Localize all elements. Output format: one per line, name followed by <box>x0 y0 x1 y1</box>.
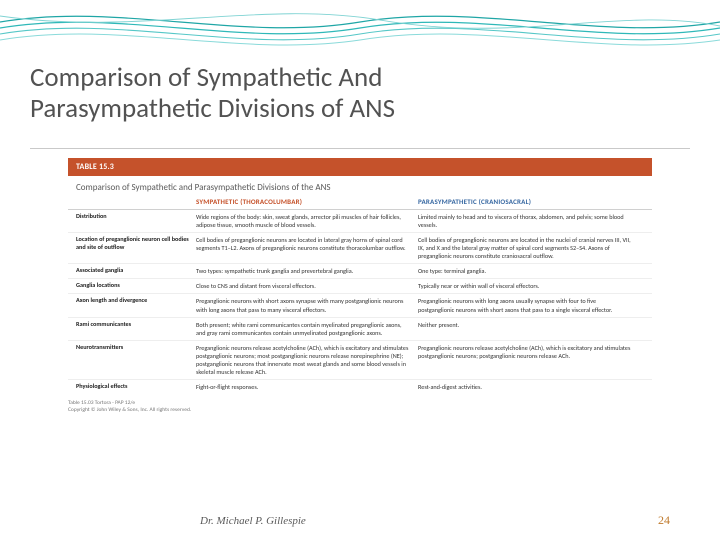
row-label: Location of preganglionic neuron cell bo… <box>76 236 196 260</box>
slide: Comparison of Sympathetic And Parasympat… <box>0 0 720 540</box>
comparison-table: TABLE 15.3 Comparison of Sympathetic and… <box>68 158 652 414</box>
table-source-line2: Copyright © John Wiley & Sons, Inc. All … <box>68 407 652 414</box>
row-symp: Preganglionic neurons with short axons s… <box>196 297 418 313</box>
title-line-2: Parasympathetic Divisions of ANS <box>30 93 690 124</box>
slide-footer: Dr. Michael P. Gillespie 24 <box>0 513 720 528</box>
table-body: Distribution Wide regions of the body: s… <box>68 210 652 394</box>
table-row: Neurotransmitters Preganglionic neurons … <box>68 340 652 379</box>
wave-decoration <box>0 0 720 60</box>
row-symp: Fight-or-flight responses. <box>196 383 418 391</box>
row-label: Axon length and divergence <box>76 297 196 313</box>
row-symp: Close to CNS and distant from visceral e… <box>196 282 418 290</box>
table-row: Associated ganglia Two types: sympatheti… <box>68 263 652 278</box>
row-symp: Both present; white rami communicantes c… <box>196 321 418 337</box>
table-row: Axon length and divergence Preganglionic… <box>68 293 652 316</box>
col-blank <box>76 197 196 206</box>
table-row: Distribution Wide regions of the body: s… <box>68 210 652 232</box>
row-label: Physiological effects <box>76 383 196 391</box>
row-symp: Wide regions of the body: skin, sweat gl… <box>196 213 418 229</box>
author-name: Dr. Michael P. Gillespie <box>200 515 306 527</box>
row-symp: Cell bodies of preganglionic neurons are… <box>196 236 418 260</box>
col-sympathetic: SYMPATHETIC (THORACOLUMBAR) <box>196 197 418 206</box>
row-para: Typically near or within wall of viscera… <box>418 282 640 290</box>
row-para: Preganglionic neurons release acetylchol… <box>418 344 640 376</box>
row-label: Associated ganglia <box>76 267 196 275</box>
page-number: 24 <box>658 513 670 528</box>
slide-title: Comparison of Sympathetic And Parasympat… <box>30 62 690 124</box>
col-parasympathetic: PARASYMPATHETIC (CRANIOSACRAL) <box>418 197 640 206</box>
row-label: Ganglia locations <box>76 282 196 290</box>
row-para: Rest-and-digest activities. <box>418 383 640 391</box>
row-para: Neither present. <box>418 321 640 337</box>
row-label: Distribution <box>76 213 196 229</box>
row-para: Cell bodies of preganglionic neurons are… <box>418 236 640 260</box>
title-underline <box>30 148 690 149</box>
row-para: Limited mainly to head and to viscera of… <box>418 213 640 229</box>
table-row: Physiological effects Fight-or-flight re… <box>68 379 652 394</box>
row-para: Preganglionic neurons with long axons us… <box>418 297 640 313</box>
row-label: Neurotransmitters <box>76 344 196 376</box>
row-label: Rami communicantes <box>76 321 196 337</box>
column-headers: SYMPATHETIC (THORACOLUMBAR) PARASYMPATHE… <box>68 195 652 210</box>
table-row: Rami communicantes Both present; white r… <box>68 317 652 340</box>
row-symp: Two types: sympathetic trunk ganglia and… <box>196 267 418 275</box>
table-caption: Comparison of Sympathetic and Parasympat… <box>68 176 652 195</box>
table-row: Ganglia locations Close to CNS and dista… <box>68 278 652 293</box>
row-symp: Preganglionic neurons release acetylchol… <box>196 344 418 376</box>
table-row: Location of preganglionic neuron cell bo… <box>68 232 652 263</box>
row-para: One type: terminal ganglia. <box>418 267 640 275</box>
table-header-badge: TABLE 15.3 <box>68 158 652 176</box>
title-line-1: Comparison of Sympathetic And <box>30 62 690 93</box>
table-source: Table 15.03 Tortora - PAP 12/e Copyright… <box>68 394 652 414</box>
